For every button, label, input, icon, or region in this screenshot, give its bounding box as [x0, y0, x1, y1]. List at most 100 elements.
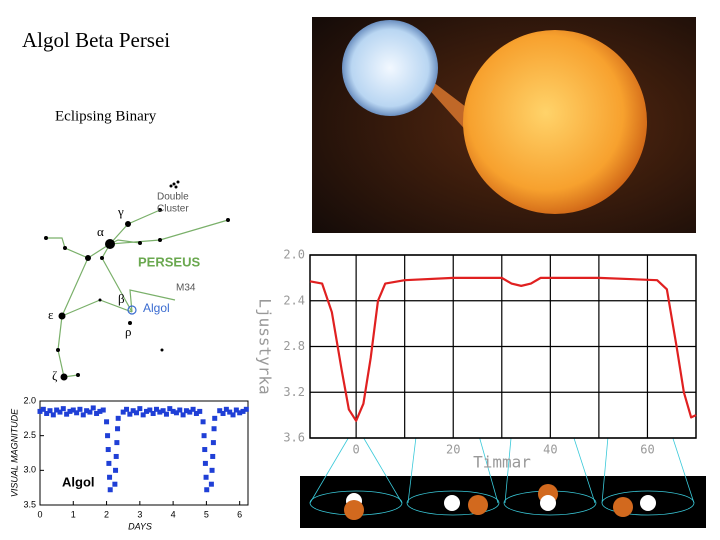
- data-point: [54, 407, 60, 413]
- data-point: [84, 408, 90, 414]
- data-point: [160, 408, 166, 414]
- data-point: [220, 410, 226, 416]
- data-point: [180, 412, 186, 418]
- data-point: [204, 487, 210, 493]
- data-point: [70, 407, 76, 413]
- data-point: [201, 433, 207, 439]
- data-point: [202, 447, 208, 453]
- data-point: [105, 447, 111, 453]
- data-point: [200, 419, 206, 425]
- data-point: [233, 407, 239, 413]
- x-tick-label: 4: [171, 509, 176, 519]
- data-point: [190, 406, 196, 412]
- x-axis-label: Timmar: [473, 453, 531, 472]
- x-tick-label: 40: [543, 443, 557, 457]
- data-point: [157, 409, 163, 415]
- data-point: [243, 406, 249, 412]
- map-label: Algol: [143, 301, 170, 315]
- data-point: [130, 408, 136, 414]
- data-point: [187, 409, 193, 415]
- map-label: ρ: [125, 324, 132, 339]
- data-point: [74, 410, 80, 416]
- data-point: [140, 412, 146, 418]
- x-tick-label: 2: [104, 509, 109, 519]
- y-tick-label: 3.5: [23, 499, 36, 509]
- annotation: Algol: [62, 474, 95, 489]
- data-point: [106, 460, 112, 466]
- data-point: [153, 406, 159, 412]
- x-tick-label: 6: [237, 509, 242, 519]
- data-point: [64, 411, 70, 417]
- y-axis-label: Ljusstyrka: [256, 298, 275, 394]
- data-point: [197, 408, 203, 414]
- x-axis-label: DAYS: [128, 521, 152, 531]
- data-point: [203, 474, 209, 480]
- data-point: [120, 409, 126, 415]
- data-point: [113, 467, 119, 473]
- data-point: [115, 415, 121, 421]
- data-point: [177, 407, 183, 413]
- data-point: [107, 474, 113, 480]
- data-point: [223, 406, 229, 412]
- binary-illustration: [312, 17, 696, 233]
- map-label: ε: [48, 307, 54, 322]
- data-point: [173, 410, 179, 416]
- data-point: [202, 460, 208, 466]
- data-point: [105, 433, 111, 439]
- data-point: [100, 407, 106, 413]
- data-point: [217, 408, 223, 414]
- y-tick-label: 3.0: [23, 465, 36, 475]
- data-point: [209, 467, 215, 473]
- data-point: [50, 412, 56, 418]
- x-tick-label: 60: [640, 443, 654, 457]
- data-point: [183, 408, 189, 414]
- x-tick-label: 0: [37, 509, 42, 519]
- data-point: [60, 406, 66, 412]
- y-tick-label: 2.8: [283, 339, 305, 353]
- data-point: [150, 410, 156, 416]
- data-point: [114, 440, 120, 446]
- map-label: PERSEUS: [138, 254, 200, 269]
- constellation-map: [46, 209, 229, 378]
- y-tick-label: 2.0: [23, 395, 36, 405]
- data-point: [104, 419, 110, 425]
- y-tick-label: 3.2: [283, 385, 305, 399]
- map-label: α: [97, 224, 104, 239]
- data-point: [115, 426, 121, 432]
- x-tick-label: 0: [353, 443, 360, 457]
- data-point: [57, 409, 63, 415]
- slide-subtitle: Eclipsing Binary: [55, 108, 157, 124]
- data-point: [80, 412, 86, 418]
- data-point: [124, 406, 130, 412]
- data-point: [237, 410, 243, 416]
- data-point: [211, 426, 217, 432]
- map-label: γ: [117, 204, 124, 219]
- data-point: [167, 406, 173, 412]
- data-point: [143, 408, 149, 414]
- x-tick-label: 5: [204, 509, 209, 519]
- data-point: [137, 406, 143, 412]
- data-point: [37, 408, 43, 414]
- data-point: [127, 411, 133, 417]
- data-point: [210, 453, 216, 459]
- map-stars: [44, 180, 230, 381]
- data-point: [67, 408, 73, 414]
- data-point: [90, 405, 96, 411]
- data-point: [47, 408, 53, 414]
- map-label: Cluster: [157, 204, 189, 215]
- data-point: [210, 440, 216, 446]
- data-point: [230, 412, 236, 418]
- y-tick-label: 2.4: [283, 293, 305, 307]
- data-point: [193, 410, 199, 416]
- data-point: [113, 453, 119, 459]
- x-tick-label: 3: [137, 509, 142, 519]
- data-point: [147, 407, 153, 413]
- data-point: [107, 487, 113, 493]
- data-point: [94, 410, 100, 416]
- data-point: [208, 481, 214, 487]
- data-point: [212, 415, 218, 421]
- data-point: [97, 408, 103, 414]
- data-point: [112, 481, 118, 487]
- data-point: [163, 411, 169, 417]
